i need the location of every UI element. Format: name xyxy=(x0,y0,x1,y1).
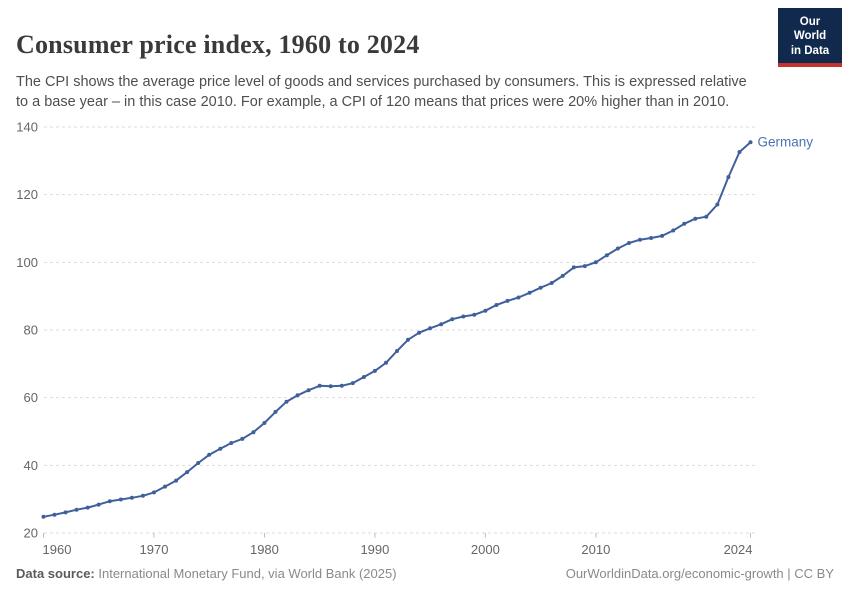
data-point[interactable] xyxy=(306,388,311,393)
data-point[interactable] xyxy=(251,430,256,435)
data-point[interactable] xyxy=(317,383,322,388)
data-point[interactable] xyxy=(472,312,477,317)
page-title: Consumer price index, 1960 to 2024 xyxy=(16,30,420,60)
data-point[interactable] xyxy=(372,368,377,373)
series-entity-label[interactable]: Germany xyxy=(758,135,814,150)
data-point[interactable] xyxy=(494,303,499,307)
data-point[interactable] xyxy=(174,478,179,483)
data-point[interactable] xyxy=(748,140,753,145)
y-axis-tick-label: 60 xyxy=(24,390,38,405)
data-point[interactable] xyxy=(328,384,333,389)
x-axis-tick-label: 1990 xyxy=(360,542,389,557)
data-point[interactable] xyxy=(129,495,134,500)
data-point[interactable] xyxy=(41,514,46,519)
y-axis-tick-label: 40 xyxy=(24,458,38,473)
data-point[interactable] xyxy=(571,265,576,270)
data-point[interactable] xyxy=(229,441,234,445)
data-point[interactable] xyxy=(627,241,631,245)
data-point[interactable] xyxy=(615,246,620,251)
data-point[interactable] xyxy=(560,273,565,278)
data-point[interactable] xyxy=(461,314,466,319)
y-axis-tick-label: 140 xyxy=(16,120,38,135)
data-point[interactable] xyxy=(604,253,609,258)
data-point[interactable] xyxy=(682,221,687,226)
data-point[interactable] xyxy=(395,349,399,353)
data-point[interactable] xyxy=(549,281,554,285)
data-point[interactable] xyxy=(516,295,521,300)
data-point[interactable] xyxy=(284,399,289,404)
data-point[interactable] xyxy=(273,409,278,414)
y-axis-tick-label: 20 xyxy=(24,526,38,541)
data-point[interactable] xyxy=(660,233,665,238)
x-axis-tick-label: 2000 xyxy=(471,542,500,557)
x-axis-tick-label: 1980 xyxy=(250,542,279,557)
data-point[interactable] xyxy=(262,421,267,425)
data-point[interactable] xyxy=(671,228,676,233)
owid-logo[interactable]: Our World in Data xyxy=(778,8,842,68)
data-point[interactable] xyxy=(295,393,300,398)
data-point[interactable] xyxy=(140,493,145,498)
data-point[interactable] xyxy=(74,507,79,512)
data-point[interactable] xyxy=(638,237,642,242)
y-axis-tick-label: 120 xyxy=(16,187,38,202)
data-point[interactable] xyxy=(207,452,212,457)
y-axis-tick-label: 80 xyxy=(24,323,38,338)
owid-logo-line1: Our World xyxy=(793,16,827,43)
data-point[interactable] xyxy=(339,383,344,388)
data-point[interactable] xyxy=(439,322,444,327)
data-source-text: International Monetary Fund, via World B… xyxy=(94,566,397,581)
data-point[interactable] xyxy=(538,285,543,290)
data-point[interactable] xyxy=(63,510,68,515)
x-axis-tick-label: 1970 xyxy=(140,542,169,557)
owid-logo-line2: in Data xyxy=(790,44,830,57)
chart-subtitle: The CPI shows the average price level of… xyxy=(16,73,747,111)
data-point[interactable] xyxy=(185,470,190,475)
data-point[interactable] xyxy=(107,499,112,504)
data-point[interactable] xyxy=(85,505,90,510)
data-point[interactable] xyxy=(384,360,388,365)
data-point[interactable] xyxy=(704,214,709,219)
data-point[interactable] xyxy=(693,216,698,221)
data-point[interactable] xyxy=(593,260,598,265)
data-point[interactable] xyxy=(582,264,587,269)
data-point[interactable] xyxy=(649,236,654,240)
data-point[interactable] xyxy=(218,446,223,451)
data-point[interactable] xyxy=(96,502,101,507)
data-point[interactable] xyxy=(350,381,355,386)
x-axis-tick-label: 2024 xyxy=(724,542,753,557)
data-source-label: Data source: xyxy=(16,566,95,581)
data-point[interactable] xyxy=(240,436,245,441)
data-point[interactable] xyxy=(737,150,742,154)
y-axis-tick-label: 100 xyxy=(16,255,38,270)
data-point[interactable] xyxy=(417,330,422,335)
data-source-note: Data source: International Monetary Fund… xyxy=(16,566,397,581)
data-point[interactable] xyxy=(527,290,532,295)
license-note[interactable]: OurWorldinData.org/economic-growth | CC … xyxy=(565,566,834,581)
x-axis-tick-label: 2010 xyxy=(581,542,610,557)
data-point[interactable] xyxy=(163,484,167,489)
data-point[interactable] xyxy=(361,375,366,379)
data-point[interactable] xyxy=(483,308,488,313)
data-point[interactable] xyxy=(406,337,410,342)
x-axis-tick-label: 1960 xyxy=(43,542,72,557)
data-point[interactable] xyxy=(428,326,433,331)
data-point[interactable] xyxy=(118,497,123,502)
data-point[interactable] xyxy=(726,175,731,180)
data-point[interactable] xyxy=(196,461,201,465)
data-point[interactable] xyxy=(152,490,156,495)
data-point[interactable] xyxy=(450,317,455,322)
data-point[interactable] xyxy=(715,202,720,207)
data-point[interactable] xyxy=(505,298,510,303)
data-point[interactable] xyxy=(52,512,57,517)
